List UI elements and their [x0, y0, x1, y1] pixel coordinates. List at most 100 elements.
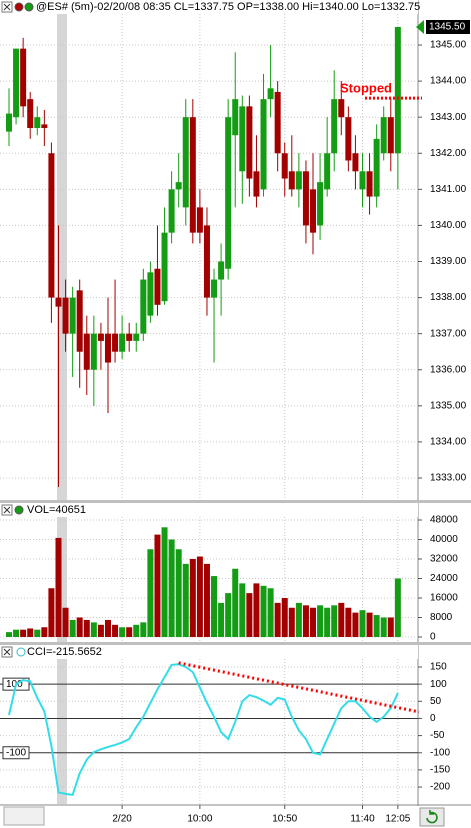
level-label: -100	[6, 747, 26, 758]
candle-body	[295, 171, 302, 190]
y-tick-label: 48000	[430, 515, 458, 526]
volume-bar	[295, 602, 302, 637]
candle-body	[104, 333, 111, 363]
y-tick-label: 1343.00	[430, 112, 467, 123]
volume-bar	[380, 617, 387, 637]
refresh-button[interactable]	[419, 807, 445, 827]
volume-bar	[310, 607, 317, 637]
candle-body	[253, 171, 260, 197]
candle-body	[133, 333, 140, 341]
volume-bar	[253, 583, 260, 637]
volume-bar	[302, 605, 309, 637]
panel-title: CCI=-215.5652	[27, 646, 102, 658]
volume-bar	[126, 627, 133, 637]
candle-body	[147, 272, 154, 316]
volume-bar	[345, 607, 352, 637]
volume-bar	[90, 622, 97, 637]
y-tick-label: 0	[430, 632, 436, 643]
y-tick-label: 100	[430, 679, 447, 690]
candle-body	[83, 333, 90, 370]
candle-body	[317, 182, 324, 226]
candle-body	[366, 171, 373, 197]
candle-body	[302, 171, 309, 226]
candle-body	[126, 333, 133, 341]
candle-body	[373, 138, 380, 197]
panel-header	[0, 503, 418, 517]
volume-bar	[196, 556, 203, 637]
candle-body	[218, 261, 225, 280]
candle-body	[232, 99, 239, 136]
candle-body	[196, 207, 203, 233]
volume-bar	[97, 624, 104, 637]
panel-divider	[0, 642, 471, 645]
candle-body	[338, 99, 345, 118]
y-tick-label: 24000	[430, 573, 458, 584]
axis-area	[418, 0, 471, 828]
close-icon	[3, 3, 11, 11]
candle-body	[168, 189, 175, 233]
candle-body	[41, 124, 48, 129]
volume-bar	[288, 607, 295, 637]
volume-bar	[133, 624, 140, 637]
trend-line	[178, 661, 420, 714]
volume-bar	[203, 563, 210, 637]
volume-bar	[41, 627, 48, 637]
x-tick-label: 10:00	[187, 814, 212, 825]
last-price-arrow	[416, 19, 424, 34]
candle-body	[394, 26, 401, 154]
candle-body	[281, 153, 288, 179]
y-tick-label: 1336.00	[430, 364, 467, 375]
candle-body	[246, 106, 253, 179]
y-tick-label: 1335.00	[430, 400, 467, 411]
volume-bar	[394, 578, 401, 637]
volume-bar	[48, 588, 55, 637]
volume-bar	[161, 527, 168, 637]
indicator-icon	[16, 647, 26, 657]
volume-bar	[366, 612, 373, 637]
volume-bar	[20, 629, 27, 637]
volume-bar	[281, 597, 288, 637]
candle-body	[352, 153, 359, 172]
candle-body	[55, 297, 62, 307]
candle-body	[331, 99, 338, 154]
candle-body	[13, 48, 20, 118]
volume-bar	[168, 539, 175, 637]
candle-body	[310, 189, 317, 233]
y-tick-label: 1337.00	[430, 328, 467, 339]
volume-bar	[260, 585, 267, 637]
panel-header	[0, 0, 418, 14]
y-tick-label: -150	[430, 765, 450, 776]
y-tick-label: 8000	[430, 612, 453, 623]
candle-body	[6, 113, 12, 132]
candle-body	[189, 117, 196, 233]
indicator-icon	[24, 2, 34, 12]
volume-bar	[317, 605, 324, 637]
candle-body	[20, 48, 27, 107]
volume-bar	[225, 593, 232, 637]
y-tick-label: 150	[430, 662, 447, 673]
candle-body	[239, 106, 246, 172]
y-tick-label: 1342.00	[430, 148, 467, 159]
indicator-icon	[14, 505, 24, 515]
candle-body	[274, 91, 281, 154]
y-tick-label: 1341.00	[430, 184, 467, 195]
candle-body	[345, 117, 352, 161]
volume-bar	[147, 549, 154, 637]
x-tick-label: 2/20	[112, 814, 132, 825]
candle-body	[69, 297, 76, 334]
y-tick-label: 1338.00	[430, 292, 467, 303]
volume-bar	[34, 629, 41, 637]
candle-body	[288, 171, 295, 190]
volume-bar	[175, 549, 182, 637]
last-price-box	[426, 19, 470, 34]
level-label: 100	[6, 679, 23, 690]
y-tick-label: 1340.00	[430, 220, 467, 231]
candle-body	[27, 99, 34, 129]
volume-bar	[104, 619, 111, 637]
level-label-box	[2, 746, 30, 760]
scroll-box[interactable]	[3, 806, 45, 826]
volume-bar	[239, 583, 246, 637]
y-tick-label: 1339.00	[430, 256, 467, 267]
volume-bar	[189, 559, 196, 637]
